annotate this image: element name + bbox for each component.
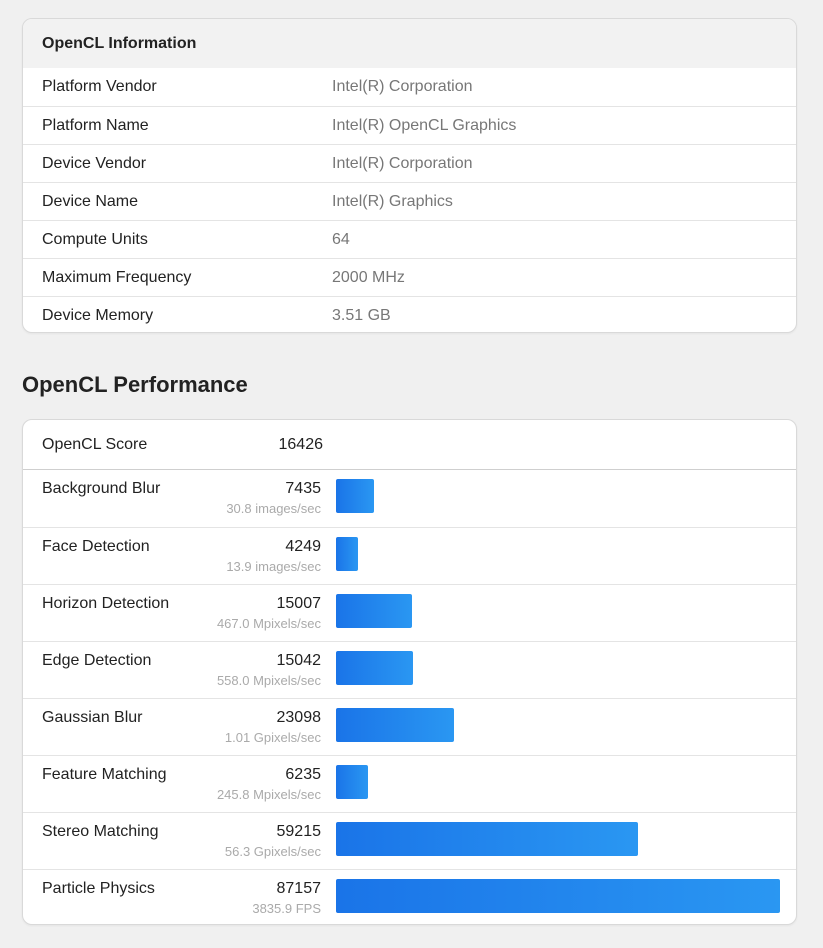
benchmark-score: 7435 [285,480,321,497]
benchmark-bar [336,765,368,799]
benchmark-bar [336,537,358,571]
opencl-performance-card: OpenCL Score 16426 Background Blur 7435 … [22,419,797,925]
benchmark-row-gaussian-blur: Gaussian Blur 23098 1.01 Gpixels/sec [23,698,796,755]
benchmark-bar [336,594,412,628]
info-value: Intel(R) OpenCL Graphics [332,116,517,134]
benchmark-rate: 3835.9 FPS [252,901,321,916]
opencl-performance-title: OpenCL Performance [22,372,248,397]
benchmark-rate: 467.0 Mpixels/sec [216,616,321,631]
benchmark-row-horizon-detection: Horizon Detection 15007 467.0 Mpixels/se… [23,584,796,641]
info-row-device-name: Device Name Intel(R) Graphics [23,182,796,220]
info-label: Maximum Frequency [42,268,192,286]
info-label: Compute Units [42,230,148,248]
benchmark-score: 6235 [285,766,321,783]
benchmark-bar [336,708,454,742]
info-label: Device Name [42,192,139,210]
benchmark-row-stereo-matching: Stereo Matching 59215 56.3 Gpixels/sec [23,812,796,869]
benchmark-name: Background Blur [42,480,161,497]
info-row-platform-vendor: Platform Vendor Intel(R) Corporation [23,68,796,106]
info-row-platform-name: Platform Name Intel(R) OpenCL Graphics [23,106,796,144]
benchmark-score: 4249 [285,538,321,555]
benchmark-score: 15042 [276,652,322,669]
benchmark-bar [336,651,413,685]
benchmark-score: 23098 [276,709,322,726]
benchmark-rows: Background Blur 7435 30.8 images/sec Fac… [23,470,796,924]
opencl-score-value: 16426 [278,435,324,453]
benchmark-name: Feature Matching [42,766,167,783]
benchmark-name: Face Detection [42,538,150,555]
info-row-device-memory: Device Memory 3.51 GB [23,296,796,332]
info-row-compute-units: Compute Units 64 [23,220,796,258]
benchmark-name: Horizon Detection [42,595,170,612]
opencl-information-header: OpenCL Information [23,19,796,68]
info-row-maximum-frequency: Maximum Frequency 2000 MHz [23,258,796,296]
benchmark-name: Stereo Matching [42,823,159,840]
benchmark-score: 59215 [276,823,322,840]
benchmark-row-feature-matching: Feature Matching 6235 245.8 Mpixels/sec [23,755,796,812]
benchmark-rate: 13.9 images/sec [226,559,321,574]
benchmark-rate: 1.01 Gpixels/sec [224,730,321,745]
info-label: Device Vendor [42,154,147,172]
benchmark-rate: 245.8 Mpixels/sec [216,787,321,802]
info-value: Intel(R) Corporation [332,78,473,95]
benchmark-bar [336,879,780,913]
benchmark-name: Gaussian Blur [42,709,143,726]
benchmark-row-edge-detection: Edge Detection 15042 558.0 Mpixels/sec [23,641,796,698]
info-value: 64 [332,230,350,248]
info-label: Platform Name [42,116,149,134]
opencl-information-rows: Platform Vendor Intel(R) Corporation Pla… [23,68,796,332]
info-value: Intel(R) Corporation [332,154,473,172]
benchmark-score: 87157 [276,880,322,897]
info-row-device-vendor: Device Vendor Intel(R) Corporation [23,144,796,182]
benchmark-rate: 558.0 Mpixels/sec [216,673,321,688]
benchmark-score: 15007 [276,595,322,612]
benchmark-name: Edge Detection [42,652,152,669]
benchmark-row-particle-physics: Particle Physics 87157 3835.9 FPS [23,869,796,924]
benchmark-row-background-blur: Background Blur 7435 30.8 images/sec [23,470,796,527]
info-value: Intel(R) Graphics [332,192,453,210]
info-label: Device Memory [42,306,154,324]
benchmark-bar [336,822,638,856]
benchmark-row-face-detection: Face Detection 4249 13.9 images/sec [23,527,796,584]
benchmark-bar [336,479,374,513]
opencl-score-label: OpenCL Score [42,435,148,453]
benchmark-rate: 56.3 Gpixels/sec [224,844,321,859]
info-value: 3.51 GB [332,306,391,324]
info-label: Platform Vendor [42,78,157,95]
opencl-information-card: OpenCL Information Platform Vendor Intel… [22,18,797,333]
opencl-score-row: OpenCL Score 16426 [23,420,796,470]
benchmark-rate: 30.8 images/sec [226,501,321,516]
info-value: 2000 MHz [332,268,405,286]
benchmark-name: Particle Physics [42,880,155,897]
